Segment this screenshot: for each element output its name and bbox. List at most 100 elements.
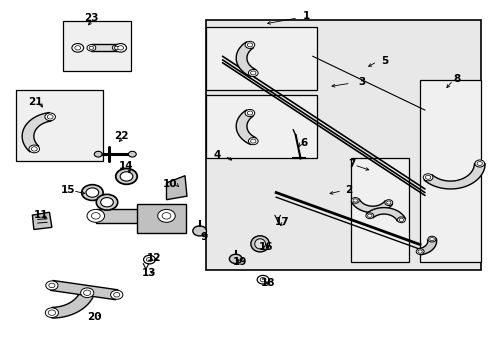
Circle shape	[101, 198, 113, 207]
Text: 13: 13	[142, 267, 156, 278]
Bar	[206, 95, 316, 158]
Circle shape	[87, 210, 104, 222]
Text: 9: 9	[201, 232, 208, 242]
Text: 16: 16	[259, 242, 273, 252]
Ellipse shape	[254, 239, 265, 249]
Circle shape	[250, 139, 255, 143]
Circle shape	[143, 255, 155, 264]
Circle shape	[158, 210, 175, 222]
Text: 14: 14	[119, 161, 134, 171]
Circle shape	[384, 200, 392, 206]
Circle shape	[114, 46, 119, 49]
Circle shape	[87, 45, 96, 51]
Circle shape	[248, 69, 258, 77]
Text: 7: 7	[347, 159, 355, 169]
Circle shape	[244, 41, 254, 49]
Polygon shape	[419, 239, 436, 255]
Ellipse shape	[250, 236, 269, 252]
Circle shape	[365, 213, 373, 219]
Circle shape	[429, 238, 433, 241]
Circle shape	[91, 213, 100, 219]
Circle shape	[247, 43, 252, 47]
Circle shape	[415, 249, 423, 255]
Polygon shape	[32, 212, 52, 229]
Circle shape	[250, 71, 255, 75]
Circle shape	[45, 113, 55, 121]
Bar	[206, 21, 480, 270]
Polygon shape	[52, 291, 94, 318]
Text: 20: 20	[87, 312, 102, 322]
Text: 6: 6	[300, 139, 307, 148]
Circle shape	[112, 45, 121, 51]
Bar	[350, 158, 408, 262]
Circle shape	[31, 147, 37, 151]
Circle shape	[192, 226, 206, 236]
Circle shape	[397, 217, 405, 223]
Circle shape	[81, 185, 103, 201]
Circle shape	[352, 199, 357, 202]
Circle shape	[48, 310, 56, 315]
Circle shape	[115, 44, 126, 52]
Circle shape	[118, 46, 123, 50]
Circle shape	[45, 308, 59, 318]
Circle shape	[425, 175, 430, 179]
Circle shape	[128, 151, 136, 157]
Circle shape	[110, 290, 122, 299]
Bar	[419, 80, 480, 262]
Circle shape	[116, 168, 137, 184]
Circle shape	[83, 290, 91, 296]
Circle shape	[113, 292, 120, 297]
Circle shape	[257, 275, 268, 284]
Polygon shape	[22, 113, 51, 152]
Circle shape	[46, 281, 58, 290]
Text: 3: 3	[357, 77, 365, 87]
Polygon shape	[236, 42, 255, 76]
Text: 1: 1	[303, 11, 310, 21]
Circle shape	[423, 174, 432, 181]
Text: 21: 21	[28, 97, 43, 107]
Polygon shape	[366, 208, 405, 221]
Circle shape	[120, 172, 133, 181]
Text: 5: 5	[381, 56, 388, 66]
Polygon shape	[91, 44, 117, 51]
Polygon shape	[350, 199, 392, 213]
Text: 2: 2	[345, 185, 352, 195]
Text: 11: 11	[33, 210, 48, 220]
Circle shape	[29, 145, 40, 153]
Circle shape	[247, 111, 252, 115]
Circle shape	[474, 160, 484, 167]
Circle shape	[260, 278, 265, 282]
Bar	[206, 27, 316, 90]
Text: 17: 17	[275, 217, 289, 227]
Text: 12: 12	[147, 253, 161, 263]
Text: 4: 4	[213, 150, 221, 160]
Circle shape	[81, 288, 94, 298]
Circle shape	[47, 115, 53, 119]
Circle shape	[96, 194, 118, 210]
Circle shape	[244, 109, 254, 117]
Bar	[63, 22, 131, 71]
Circle shape	[94, 151, 102, 157]
Circle shape	[162, 213, 170, 219]
Polygon shape	[236, 110, 255, 144]
Text: 19: 19	[232, 257, 246, 267]
Circle shape	[476, 162, 482, 166]
Circle shape	[89, 46, 93, 49]
Bar	[137, 204, 185, 233]
Circle shape	[398, 218, 403, 221]
Circle shape	[248, 138, 258, 145]
Circle shape	[417, 250, 422, 253]
Circle shape	[367, 214, 371, 217]
Text: 15: 15	[61, 185, 75, 195]
Circle shape	[86, 188, 99, 197]
Circle shape	[72, 44, 83, 52]
Polygon shape	[166, 176, 186, 200]
Circle shape	[427, 236, 435, 242]
Bar	[16, 90, 103, 161]
Text: 10: 10	[163, 179, 177, 189]
Polygon shape	[423, 163, 484, 189]
Circle shape	[386, 201, 390, 204]
Text: 8: 8	[452, 74, 459, 84]
Text: 22: 22	[114, 131, 129, 141]
Circle shape	[75, 46, 81, 50]
